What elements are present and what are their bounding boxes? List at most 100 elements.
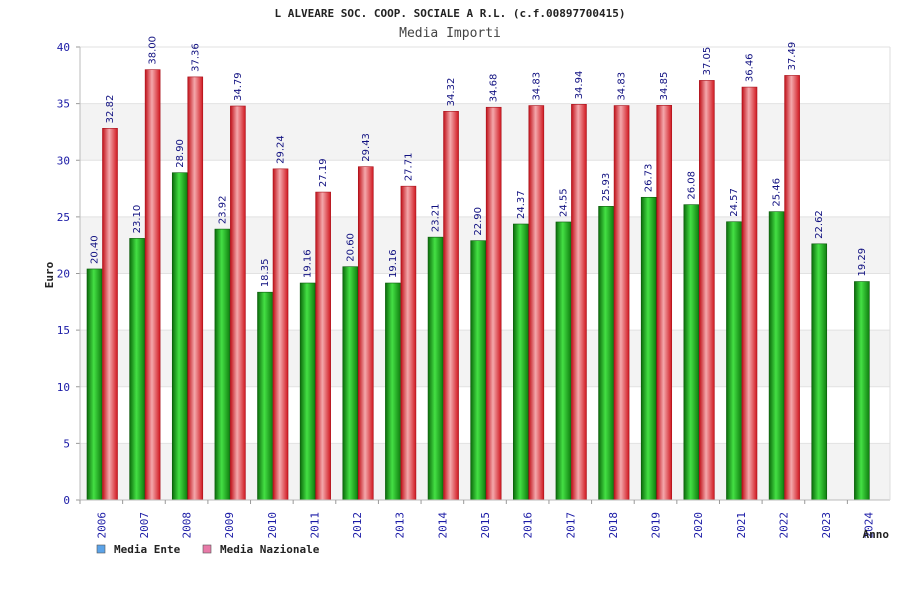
data-label: 34.85: [659, 72, 670, 101]
x-tick-label: 2017: [564, 512, 577, 539]
bar-media-ente: [768, 211, 785, 501]
bar-media-ente: [470, 240, 486, 501]
chart-subtitle: Media Importi: [399, 26, 501, 41]
y-tick-label: 20: [57, 268, 70, 281]
data-label: 29.43: [361, 133, 372, 162]
x-tick-label: 2013: [394, 512, 407, 539]
x-tick-label: 2009: [223, 512, 236, 539]
bar-media-ente: [299, 282, 316, 501]
bar-media-ente: [683, 204, 700, 501]
data-label: 18.35: [260, 259, 271, 288]
bar-media-ente: [854, 281, 870, 501]
y-tick-label: 15: [57, 324, 70, 337]
data-label: 37.05: [702, 47, 713, 76]
data-label: 23.21: [431, 204, 442, 233]
data-label: 19.16: [388, 249, 399, 278]
data-label: 29.24: [276, 135, 287, 164]
x-tick-label: 2020: [692, 512, 705, 539]
bar-media-nazionale: [400, 185, 417, 501]
bar-media-nazionale: [230, 105, 246, 501]
bar-media-nazionale: [656, 105, 673, 501]
data-label: 37.36: [190, 43, 201, 72]
data-label: 34.79: [233, 72, 244, 101]
bar-media-nazionale: [784, 75, 800, 501]
x-tick-label: 2022: [777, 512, 790, 539]
bar-media-nazionale: [485, 106, 502, 501]
bar-media-nazionale: [571, 104, 587, 501]
x-tick-label: 2007: [138, 512, 151, 539]
bar-media-ente: [726, 221, 742, 501]
legend: Media Ente Media Nazionale: [96, 543, 320, 556]
x-tick-label: 2012: [351, 512, 364, 539]
axes: [76, 46, 891, 504]
x-tick-label: 2006: [95, 512, 108, 539]
bar-media-nazionale: [443, 111, 459, 501]
y-tick-label: 30: [57, 154, 70, 167]
x-tick-label: 2019: [650, 512, 663, 539]
x-tick-label: 2010: [266, 512, 279, 539]
data-label: 19.29: [857, 248, 868, 277]
data-label: 22.62: [814, 210, 825, 239]
x-tick-label: 2008: [181, 512, 194, 539]
x-tick-label: 2024: [863, 512, 876, 539]
y-tick-label: 0: [63, 494, 70, 507]
x-axis-label: Anno: [863, 528, 890, 541]
bar-media-ente: [342, 266, 359, 501]
bar-media-nazionale: [272, 168, 289, 501]
y-tick-label: 35: [57, 98, 70, 111]
data-label: 26.73: [644, 164, 655, 193]
bar-media-nazionale: [741, 86, 758, 501]
data-label: 37.49: [787, 42, 798, 71]
chart-title: L ALVEARE SOC. COOP. SOCIALE A R.L. (c.f…: [275, 7, 626, 20]
data-label: 34.94: [574, 71, 585, 100]
bar-media-nazionale: [699, 80, 715, 501]
x-tick-label: 2014: [436, 512, 449, 539]
bar-media-ente: [555, 221, 572, 501]
data-label: 24.37: [516, 190, 527, 219]
bar-media-nazionale: [613, 105, 630, 501]
bar-media-ente: [640, 196, 657, 501]
bar-media-ente: [171, 172, 188, 501]
data-label: 34.68: [489, 74, 500, 103]
data-label: 25.93: [601, 173, 612, 202]
data-label: 26.08: [686, 171, 697, 200]
bar-media-ente: [811, 243, 828, 501]
data-label: 24.57: [729, 188, 740, 217]
data-label: 25.46: [772, 178, 783, 207]
labels: 0 5 10 15 20 25 30 35 40 2006 20.40 32.82 2007 23.10 3…: [57, 36, 876, 538]
x-tick-label: 2016: [522, 512, 535, 539]
x-tick-label: 2015: [479, 512, 492, 539]
bar-media-nazionale: [102, 128, 118, 501]
legend-swatch-media-nazionale: [202, 544, 212, 554]
data-label: 27.19: [318, 158, 329, 187]
bar-media-ente: [427, 236, 444, 501]
legend-label-media-ente: Media Ente: [114, 543, 181, 556]
legend-swatch-media-ente: [96, 544, 106, 554]
data-label: 28.90: [175, 139, 186, 168]
bar-media-ente: [214, 228, 231, 501]
data-label: 24.55: [558, 188, 569, 217]
y-tick-label: 25: [57, 211, 70, 224]
y-tick-label: 40: [57, 41, 70, 54]
data-label: 34.83: [531, 72, 542, 101]
data-label: 20.40: [90, 235, 101, 264]
bar-media-nazionale: [528, 105, 545, 501]
bar-media-nazionale: [315, 191, 331, 501]
data-label: 32.82: [105, 95, 116, 124]
data-label: 38.00: [148, 36, 159, 65]
data-label: 34.83: [617, 72, 628, 101]
bar-media-nazionale: [187, 76, 204, 501]
bar-media-ente: [598, 206, 614, 501]
bar-media-ente: [385, 282, 401, 501]
bar-media-ente: [129, 238, 145, 501]
y-axis-label: Euro: [43, 261, 56, 288]
data-label: 27.71: [403, 153, 414, 182]
x-tick-label: 2023: [820, 512, 833, 539]
bar-media-ente: [257, 291, 273, 501]
data-label: 34.32: [446, 78, 457, 107]
x-tick-label: 2018: [607, 512, 620, 539]
data-label: 23.10: [132, 205, 143, 234]
bar-media-nazionale: [144, 69, 161, 501]
